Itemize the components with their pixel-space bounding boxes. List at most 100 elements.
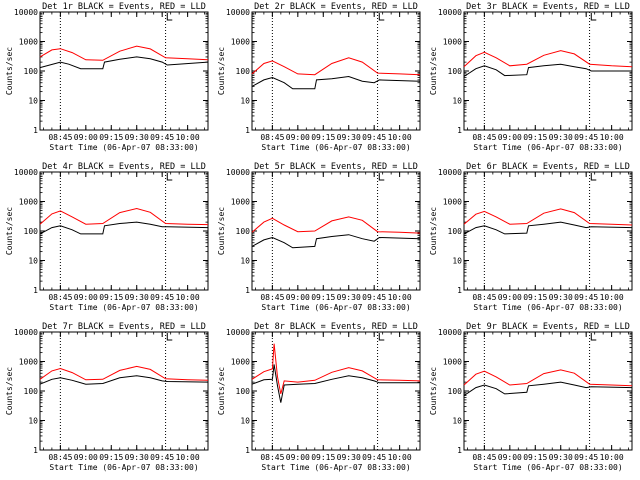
y-tick-label: 1000 (231, 358, 250, 367)
x-tick-label: 09:00 (286, 453, 310, 462)
x-tick-label: 09:30 (337, 293, 361, 302)
x-tick-label: 09:30 (125, 293, 149, 302)
y-tick-label: 1 (457, 126, 462, 135)
x-axis-label: Start Time (06-Apr-07 08:33:00) (49, 463, 198, 472)
x-tick-label: 09:45 (362, 293, 386, 302)
y-tick-label: 1 (245, 126, 250, 135)
lld-series-line (463, 50, 633, 68)
lld-series-line (39, 207, 209, 226)
y-axis-label: Counts/sec (429, 47, 438, 95)
x-tick-label: 08:45 (472, 293, 496, 302)
x-tick-label: 10:00 (388, 293, 412, 302)
x-tick-label: 10:00 (600, 133, 624, 142)
y-tick-label: 10 (28, 417, 38, 426)
y-tick-label: 100 (236, 67, 251, 76)
x-axis-label: Start Time (06-Apr-07 08:33:00) (49, 143, 198, 152)
events-series-line (463, 221, 633, 235)
x-tick-label: 09:00 (498, 293, 522, 302)
saa-marker (166, 13, 173, 21)
lld-series-line (463, 208, 633, 226)
detector-panel-5: Det 5r BLACK = Events, RED = LLD 1 10 100 10… (217, 162, 421, 312)
y-tick-label: 1 (457, 446, 462, 455)
detector-panel-9: Det 9r BLACK = Events, RED = LLD 1 10 100 10… (429, 322, 633, 472)
plot-frame (463, 171, 633, 291)
lld-series-line (463, 369, 633, 387)
x-tick-label: 08:45 (260, 453, 284, 462)
y-tick-label: 10000 (14, 328, 38, 337)
y-tick-label: 1000 (19, 358, 38, 367)
y-tick-label: 100 (448, 227, 463, 236)
y-axis-label: Counts/sec (217, 47, 226, 95)
plot-frame (463, 331, 633, 451)
x-tick-label: 09:15 (523, 453, 547, 462)
detector-panel-1: Det 1r BLACK = Events, RED = LLD 1 10 100 10… (5, 2, 209, 152)
panel-title: Det 8r BLACK = Events, RED = LLD (254, 322, 418, 332)
x-tick-label: 09:00 (74, 453, 98, 462)
y-tick-label: 1 (245, 446, 250, 455)
x-tick-label: 10:00 (388, 133, 412, 142)
panel-title: Det 2r BLACK = Events, RED = LLD (254, 2, 418, 12)
y-axis-label: Counts/sec (5, 47, 14, 95)
detector-panel-8: Det 8r BLACK = Events, RED = LLD 1 10 100 10… (217, 322, 421, 472)
x-tick-label: 09:15 (523, 133, 547, 142)
x-tick-label: 10:00 (176, 453, 200, 462)
y-tick-label: 1000 (19, 198, 38, 207)
x-tick-label: 09:15 (99, 293, 123, 302)
y-tick-label: 1000 (443, 358, 462, 367)
x-tick-label: 09:45 (574, 453, 598, 462)
events-series-line (39, 221, 209, 235)
x-tick-label: 09:30 (125, 453, 149, 462)
y-tick-label: 10000 (438, 8, 462, 17)
x-tick-label: 09:45 (574, 133, 598, 142)
lld-series-line (39, 365, 209, 381)
x-tick-label: 08:45 (48, 133, 72, 142)
y-tick-label: 1000 (443, 198, 462, 207)
y-tick-label: 1000 (231, 198, 250, 207)
events-series-line (251, 364, 420, 403)
y-tick-label: 10 (28, 257, 38, 266)
x-tick-label: 09:00 (286, 293, 310, 302)
y-tick-label: 100 (24, 387, 39, 396)
x-tick-label: 09:15 (311, 293, 335, 302)
x-axis-label: Start Time (06-Apr-07 08:33:00) (473, 143, 622, 152)
y-tick-label: 10000 (438, 328, 462, 337)
y-tick-label: 100 (236, 227, 251, 236)
y-tick-label: 1 (33, 286, 38, 295)
x-tick-label: 09:45 (362, 453, 386, 462)
panel-title: Det 9r BLACK = Events, RED = LLD (466, 322, 630, 332)
x-tick-label: 09:30 (549, 293, 573, 302)
y-tick-label: 10 (28, 97, 38, 106)
saa-marker (166, 173, 173, 181)
x-tick-label: 10:00 (176, 293, 200, 302)
plot-frame (251, 11, 421, 131)
saa-marker (590, 13, 597, 21)
plot-frame (39, 11, 209, 131)
y-tick-label: 10 (240, 417, 250, 426)
x-tick-label: 09:30 (549, 133, 573, 142)
y-tick-label: 10 (452, 257, 462, 266)
y-tick-label: 1000 (231, 38, 250, 47)
x-tick-label: 09:30 (549, 453, 573, 462)
panel-title: Det 3r BLACK = Events, RED = LLD (466, 2, 630, 12)
y-tick-label: 10 (452, 417, 462, 426)
y-axis-label: Counts/sec (5, 207, 14, 255)
y-tick-label: 100 (24, 67, 39, 76)
detector-panel-2: Det 2r BLACK = Events, RED = LLD 1 10 100 10… (217, 2, 421, 152)
panel-title: Det 7r BLACK = Events, RED = LLD (42, 322, 206, 332)
y-tick-label: 1 (457, 286, 462, 295)
x-axis-label: Start Time (06-Apr-07 08:33:00) (261, 143, 410, 152)
y-tick-label: 10 (452, 97, 462, 106)
x-tick-label: 10:00 (600, 293, 624, 302)
x-axis-label: Start Time (06-Apr-07 08:33:00) (261, 303, 410, 312)
x-tick-label: 09:00 (74, 133, 98, 142)
y-tick-label: 1 (33, 446, 38, 455)
x-tick-label: 08:45 (48, 453, 72, 462)
x-tick-label: 10:00 (388, 453, 412, 462)
panel-title: Det 6r BLACK = Events, RED = LLD (466, 162, 630, 172)
x-tick-label: 09:15 (523, 293, 547, 302)
x-tick-label: 10:00 (600, 453, 624, 462)
x-axis-label: Start Time (06-Apr-07 08:33:00) (473, 303, 622, 312)
y-axis-label: Counts/sec (217, 207, 226, 255)
x-tick-label: 09:45 (150, 293, 174, 302)
